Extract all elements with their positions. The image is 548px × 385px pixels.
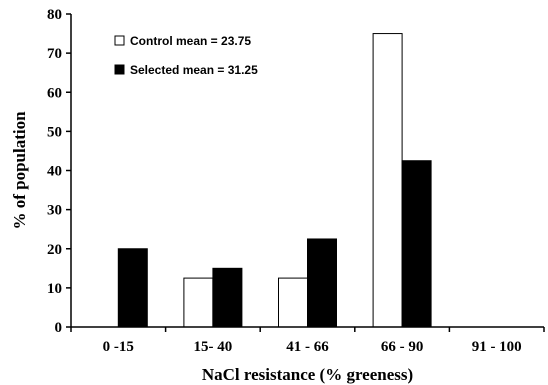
y-tick-label: 20 bbox=[47, 242, 62, 258]
x-tick-label: 66 - 90 bbox=[381, 339, 424, 355]
bars bbox=[117, 33, 432, 328]
legend-label: Control mean = 23.75 bbox=[130, 34, 251, 48]
bar-selected bbox=[212, 267, 243, 328]
legend-swatch bbox=[114, 35, 125, 46]
y-tick-label: 60 bbox=[47, 85, 62, 101]
y-tick-label: 30 bbox=[47, 203, 62, 219]
bar-selected bbox=[401, 160, 432, 328]
bar-control bbox=[372, 33, 403, 328]
y-tick-label: 40 bbox=[47, 164, 62, 180]
y-tick-label: 50 bbox=[47, 124, 62, 140]
x-tick-label: 91 - 100 bbox=[472, 339, 522, 355]
y-tick-label: 0 bbox=[55, 320, 63, 336]
y-axis-ticks: 0 10 20 30 40 50 60 70 80 bbox=[47, 7, 71, 336]
y-tick-label: 10 bbox=[47, 281, 62, 297]
bar-selected bbox=[117, 248, 148, 328]
x-axis-ticks: 0 -15 15- 40 41 - 66 66 - 90 91 - 100 bbox=[70, 327, 545, 355]
legend-swatch bbox=[114, 64, 125, 75]
y-axis-title: % of population bbox=[10, 111, 29, 230]
x-tick-label: 15- 40 bbox=[194, 339, 233, 355]
bar-control bbox=[183, 277, 214, 328]
bar-selected bbox=[307, 238, 337, 328]
x-tick-label: 41 - 66 bbox=[286, 339, 329, 355]
y-tick-label: 80 bbox=[47, 7, 62, 23]
x-axis-title: NaCl resistance (% greeness) bbox=[202, 365, 413, 384]
legend-label: Selected mean = 31.25 bbox=[130, 63, 258, 77]
x-tick-label: 0 -15 bbox=[103, 339, 134, 355]
legend: Control mean = 23.75 Selected mean = 31.2… bbox=[114, 34, 258, 77]
y-tick-label: 70 bbox=[47, 46, 62, 62]
bar-control bbox=[278, 277, 308, 328]
